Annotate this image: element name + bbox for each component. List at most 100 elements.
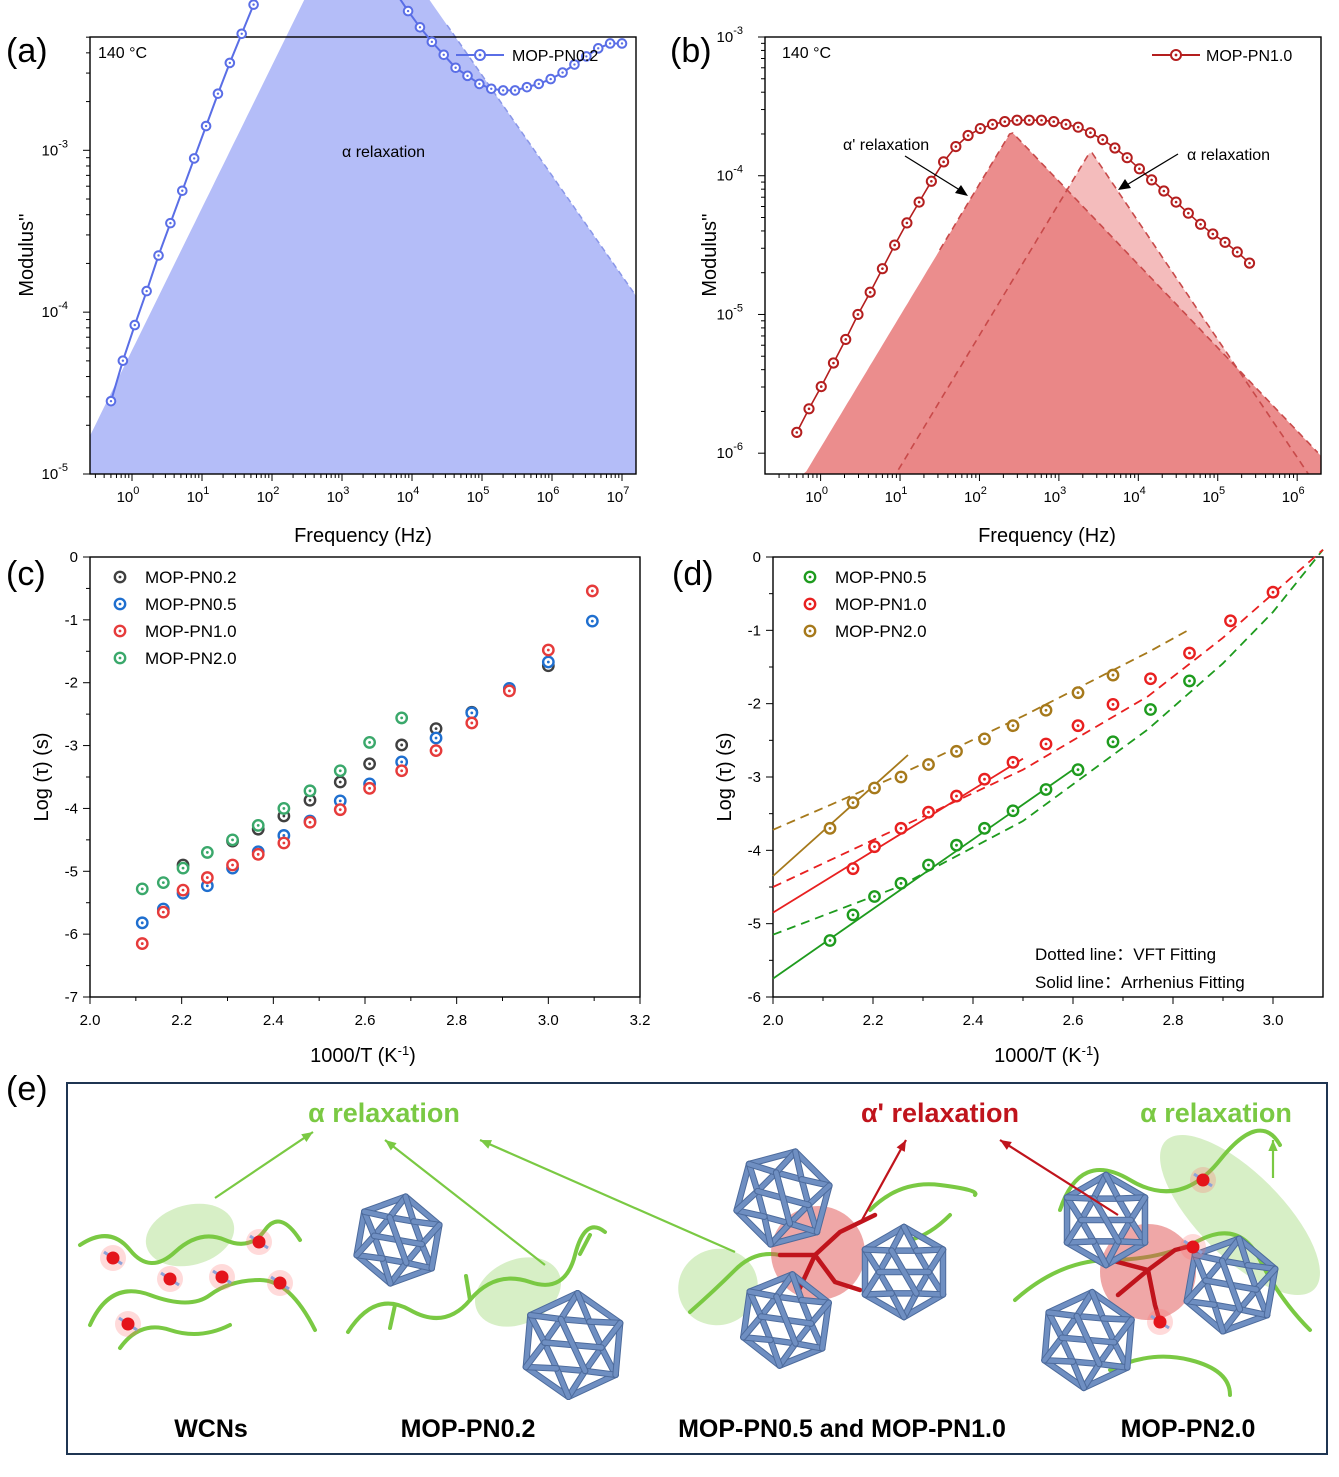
cage-edge (787, 1202, 811, 1226)
cage-edge (566, 1372, 618, 1400)
mop-cage (522, 1289, 624, 1401)
cage-edge (741, 1334, 773, 1343)
cage-edge (558, 1316, 588, 1374)
cage-edge (774, 1294, 798, 1346)
legend-label: MOP-PN0.2 (512, 48, 598, 65)
cage-edge (889, 1224, 907, 1253)
cage-edge (1064, 1195, 1096, 1201)
cage-edge (362, 1209, 392, 1220)
cage-edge (354, 1233, 377, 1258)
crosslink-site (1153, 1315, 1167, 1329)
cage-edge (1220, 1312, 1270, 1334)
scatter-series (823, 585, 1280, 947)
data-point-center (1076, 768, 1080, 772)
legend-marker-center (808, 602, 812, 606)
data-point-center (507, 689, 511, 693)
x-tick-label: 103 (327, 485, 350, 506)
data-point-center (930, 179, 933, 183)
cage-edge (599, 1320, 623, 1350)
crosslink-site (121, 1317, 135, 1331)
cage-edge (354, 1252, 393, 1286)
cage-edge (741, 1289, 753, 1340)
alpha-relaxation-label-2: α relaxation (1140, 1098, 1292, 1128)
data-series-mop-pn1-0 (791, 114, 1256, 438)
cage-edge (758, 1294, 779, 1319)
cage-edge (1192, 1252, 1225, 1263)
data-point-center (1187, 211, 1190, 215)
pointer-arrowhead (385, 1140, 397, 1151)
cage-edge (1237, 1287, 1259, 1312)
data-point-center (490, 87, 493, 90)
cage-edge (799, 1297, 814, 1326)
data-point-center (585, 55, 588, 58)
data-point-center (549, 77, 552, 81)
data-point-center (368, 741, 371, 744)
cage-edge (587, 1319, 623, 1326)
data-point-center (470, 721, 474, 725)
cage-edge (734, 1208, 773, 1247)
data-point-center (851, 801, 855, 805)
cage-edge (762, 1214, 793, 1226)
crosslink-site (252, 1235, 266, 1249)
data-point-center (1174, 200, 1178, 204)
legend-label: MOP-PN1.0 (145, 622, 237, 641)
cage-edge (1081, 1361, 1102, 1391)
data-point-center (1011, 760, 1015, 764)
y-tick-label: 10-5 (42, 462, 68, 483)
cage-edge (1219, 1258, 1243, 1312)
cage-edge (575, 1290, 623, 1326)
x-tick-label: 3.0 (538, 1012, 559, 1029)
cage-edge (542, 1316, 564, 1345)
data-point-center (1101, 138, 1104, 141)
y-tick-label: 0 (753, 549, 761, 566)
x-tick-label: 2.0 (80, 1012, 101, 1029)
data-point-center (955, 843, 958, 847)
cage-edge (747, 1289, 779, 1299)
data-point-center (983, 737, 986, 741)
x-tick-label: 106 (1282, 485, 1305, 506)
data-point-center (470, 711, 474, 715)
sample-name-mop-pn0-2: MOP-PN0.2 (401, 1415, 536, 1443)
data-point-center (121, 359, 125, 362)
axis-ticks: 2.0 2.2 2.4 2.6 2.8 3.0 3.2 0 -1 -2 -3 -4 -5 -6 -7 (65, 549, 651, 1029)
pointer-arrowhead (301, 1132, 313, 1143)
cage-edge (862, 1224, 907, 1252)
data-point-center (1125, 156, 1129, 159)
data-point-center (240, 32, 243, 35)
cage-edge (758, 1314, 773, 1343)
cage-edge (1064, 1195, 1084, 1223)
cage-edge (1236, 1236, 1278, 1272)
cage-edge (762, 1214, 773, 1247)
cage-edge (862, 1292, 907, 1320)
data-point-center (406, 9, 410, 13)
x-tick-label: 2.2 (863, 1012, 884, 1029)
data-point-center (979, 127, 982, 130)
pointer-arrow (861, 1139, 907, 1221)
cage-edge (1042, 1310, 1051, 1363)
cage-edge (613, 1320, 623, 1378)
note-arrhenius: Solid line：Arrhenius Fitting (1035, 973, 1245, 992)
mop-cage (733, 1148, 833, 1248)
data-point-center (418, 26, 422, 29)
cage-edge (901, 1292, 946, 1320)
y-tick-label: -4 (748, 842, 761, 859)
data-point-center (161, 910, 165, 914)
data-point-center (807, 407, 811, 411)
cage-edge (558, 1290, 580, 1322)
x-tick-label: 3.0 (1263, 1012, 1284, 1029)
data-point-center (525, 85, 529, 89)
cage-edge (819, 1300, 831, 1351)
cage-edge (1042, 1358, 1076, 1364)
cage-edge (889, 1248, 919, 1296)
data-point-center (546, 648, 550, 652)
crosslink-site (163, 1272, 177, 1286)
pointer-arrow (999, 1139, 1119, 1216)
cage-edge (926, 1247, 946, 1275)
crosslink-site (1196, 1173, 1210, 1187)
pointer-arrowhead (480, 1140, 492, 1149)
cage-edge (1103, 1240, 1148, 1268)
cage-edge (1064, 1239, 1096, 1245)
data-point-center (161, 881, 165, 884)
cage-edge (1064, 1240, 1109, 1268)
